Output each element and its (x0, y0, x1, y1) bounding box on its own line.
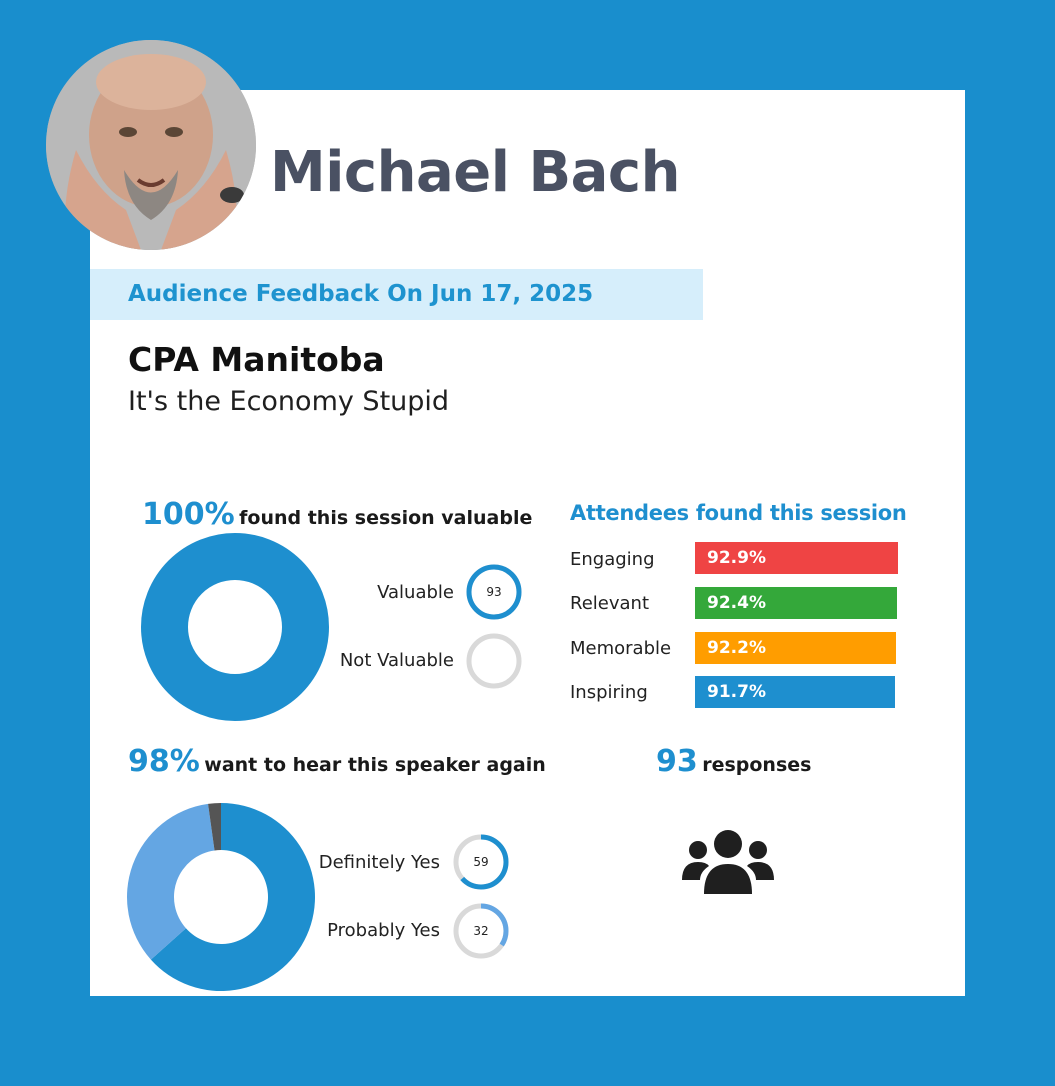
valuable-count-ring: 93 (466, 564, 522, 620)
attr-value-engaging: 92.9% (707, 548, 766, 568)
ring-definitely-yes-fill (453, 834, 509, 890)
donut-slice-definitely-yes (150, 803, 315, 991)
legend-label-not-valuable: Not Valuable (339, 650, 454, 671)
definitely-yes-count-ring: 59 (453, 834, 509, 890)
legend-label-definitely-yes: Definitely Yes (318, 852, 440, 873)
feedback-banner-text: Audience Feedback On Jun 17, 2025 (128, 281, 594, 307)
valuable-donut-chart (141, 533, 329, 721)
ring-valuable-fill (466, 564, 522, 620)
responses-count: 93 (656, 744, 698, 779)
ring-definitely-yes-label: 59 (473, 855, 488, 869)
responses-headline: 93 responses (656, 744, 811, 779)
attr-bar-engaging: 92.9% (695, 542, 898, 574)
again-headline: 98% want to hear this speaker again (128, 744, 546, 779)
ring-not-valuable-track (466, 633, 522, 689)
ring-valuable-label: 93 (486, 585, 501, 599)
again-donut-chart (127, 803, 315, 991)
probably-yes-count-ring: 32 (453, 903, 509, 959)
speaker-photo-icon (46, 40, 256, 250)
attr-value-memorable: 92.2% (707, 638, 766, 658)
attr-label-relevant: Relevant (570, 593, 649, 614)
attr-bar-relevant: 92.4% (695, 587, 897, 619)
attr-bar-inspiring: 91.7% (695, 676, 896, 708)
not-valuable-count-ring (466, 633, 522, 689)
organization-name: CPA Manitoba (128, 340, 385, 379)
session-title: It's the Economy Stupid (128, 386, 450, 417)
ring-probably-yes-label: 32 (473, 924, 488, 938)
attr-label-engaging: Engaging (570, 549, 655, 570)
attr-value-relevant: 92.4% (707, 593, 766, 613)
valuable-text: found this session valuable (239, 507, 533, 529)
attr-label-memorable: Memorable (570, 638, 672, 659)
ring-probably-yes-fill (453, 903, 509, 959)
donut-slice-probably-yes (127, 803, 215, 960)
speaker-name: Michael Bach (270, 140, 680, 205)
attr-bar-memorable: 92.2% (695, 632, 897, 664)
valuable-percent: 100% (142, 497, 235, 532)
speaker-avatar (46, 40, 256, 250)
donut-slice-valuable (141, 533, 329, 721)
legend-label-valuable: Valuable (377, 582, 454, 603)
legend-label-probably-yes: Probably Yes (327, 920, 440, 941)
responses-label: responses (702, 754, 812, 776)
attr-value-inspiring: 91.7% (707, 682, 766, 702)
valuable-headline: 100% found this session valuable (142, 497, 532, 532)
attendees-title: Attendees found this session (570, 501, 907, 525)
donut-slice-other (208, 803, 221, 851)
feedback-banner: Audience Feedback On Jun 17, 2025 (90, 269, 703, 320)
people-group-icon (682, 830, 774, 894)
attr-label-inspiring: Inspiring (570, 682, 648, 703)
again-percent: 98% (128, 744, 200, 779)
again-text: want to hear this speaker again (204, 754, 546, 776)
